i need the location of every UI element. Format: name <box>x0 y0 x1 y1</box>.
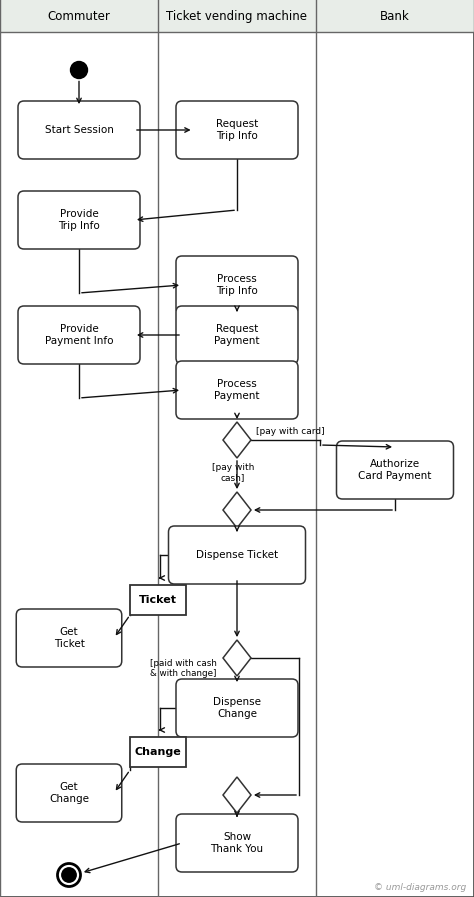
Text: [paid with cash
& with change]: [paid with cash & with change] <box>150 658 217 678</box>
FancyBboxPatch shape <box>18 101 140 159</box>
FancyBboxPatch shape <box>18 306 140 364</box>
FancyBboxPatch shape <box>168 526 306 584</box>
Bar <box>130 737 186 767</box>
Text: Get
Ticket: Get Ticket <box>54 627 84 649</box>
Polygon shape <box>223 492 251 528</box>
FancyBboxPatch shape <box>16 609 122 667</box>
Polygon shape <box>223 777 251 813</box>
Text: Request
Payment: Request Payment <box>214 324 260 346</box>
Circle shape <box>62 867 76 883</box>
Circle shape <box>71 62 88 79</box>
Text: Show
Thank You: Show Thank You <box>210 832 264 854</box>
Text: Provide
Trip Info: Provide Trip Info <box>58 209 100 231</box>
FancyBboxPatch shape <box>176 814 298 872</box>
Text: [pay with card]: [pay with card] <box>256 427 325 436</box>
Text: Get
Change: Get Change <box>49 782 89 804</box>
Text: Start Session: Start Session <box>45 125 113 135</box>
Polygon shape <box>223 422 251 458</box>
Text: Ticket vending machine: Ticket vending machine <box>166 10 308 22</box>
FancyBboxPatch shape <box>176 679 298 737</box>
Text: Process
Trip Info: Process Trip Info <box>216 274 258 296</box>
Bar <box>130 585 186 615</box>
Bar <box>0 0 474 32</box>
Text: Authorize
Card Payment: Authorize Card Payment <box>358 459 432 481</box>
Text: Bank: Bank <box>380 10 410 22</box>
Text: © uml-diagrams.org: © uml-diagrams.org <box>374 883 466 892</box>
FancyBboxPatch shape <box>337 441 454 499</box>
Text: Dispense Ticket: Dispense Ticket <box>196 550 278 560</box>
FancyBboxPatch shape <box>176 306 298 364</box>
Text: Provide
Payment Info: Provide Payment Info <box>45 324 113 346</box>
FancyBboxPatch shape <box>176 101 298 159</box>
FancyBboxPatch shape <box>176 256 298 314</box>
Polygon shape <box>223 640 251 676</box>
Text: Change: Change <box>135 747 182 757</box>
Text: Dispense
Change: Dispense Change <box>213 697 261 718</box>
FancyBboxPatch shape <box>18 191 140 249</box>
Text: Process
Payment: Process Payment <box>214 379 260 401</box>
Text: [pay with
cash]: [pay with cash] <box>212 463 254 482</box>
FancyBboxPatch shape <box>16 764 122 822</box>
Text: Commuter: Commuter <box>47 10 110 22</box>
Text: Ticket: Ticket <box>139 595 177 605</box>
Text: Request
Trip Info: Request Trip Info <box>216 119 258 141</box>
FancyBboxPatch shape <box>176 361 298 419</box>
